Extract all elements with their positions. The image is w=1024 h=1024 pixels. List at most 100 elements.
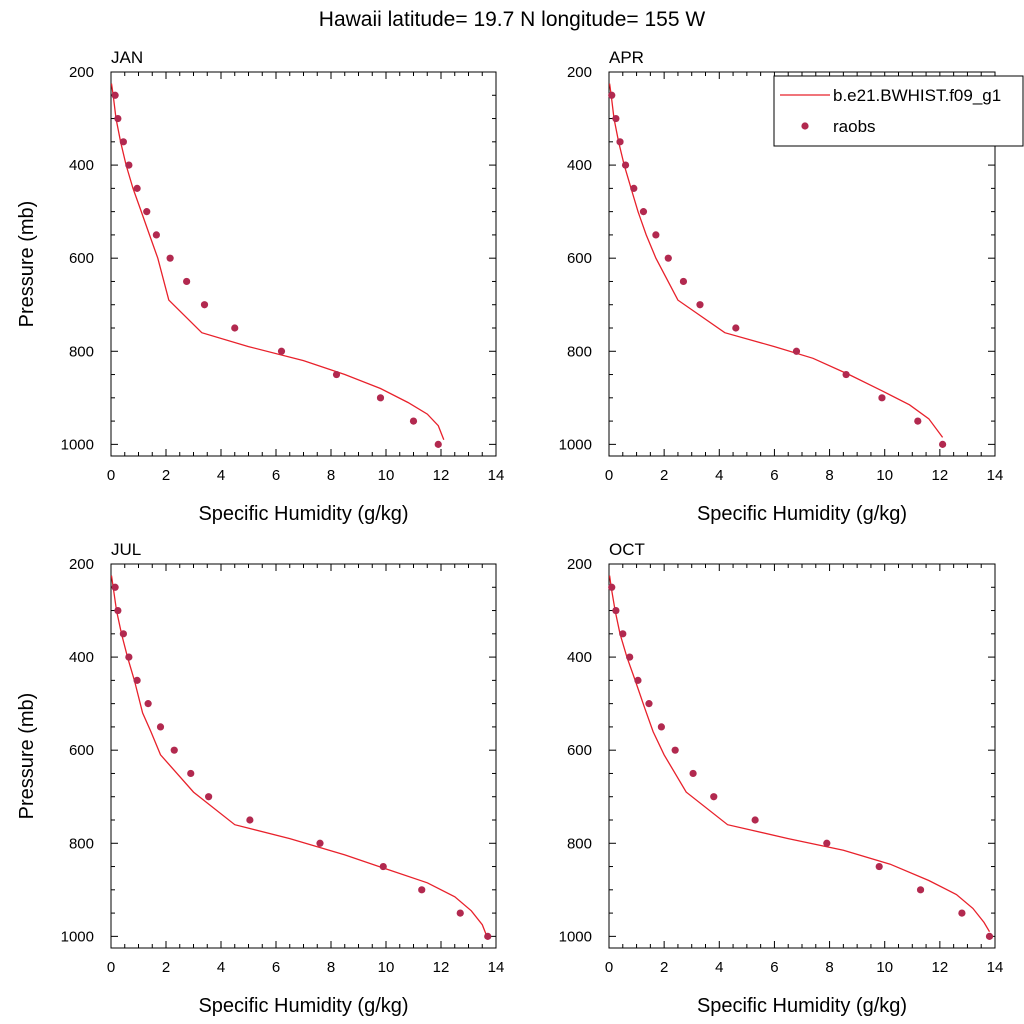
y-tick-label: 400 — [69, 157, 94, 174]
raobs-point — [152, 231, 160, 239]
raobs-point — [914, 417, 922, 425]
panel-jan: JAN 0 2 4 6 8 10 12 14 200 400 600 800 1000 Specific H… — [16, 48, 504, 525]
raobs-point — [639, 208, 648, 216]
raobs-point — [939, 440, 947, 448]
model-series-line — [110, 83, 445, 440]
x-tick-label: 8 — [327, 467, 335, 484]
raobs-point — [608, 91, 616, 99]
x-tick-label: 12 — [433, 959, 450, 976]
raobs-point — [621, 161, 630, 169]
raobs-point — [792, 347, 801, 355]
y-tick-label: 800 — [69, 835, 94, 852]
legend-model-label: b.e21.BWHIST.f09_g1 — [833, 86, 1001, 105]
x-tick-label: 8 — [327, 959, 335, 976]
y-tick-label: 600 — [567, 742, 592, 759]
y-tick-label: 600 — [567, 250, 592, 267]
raobs-point — [671, 746, 679, 754]
raobs-point — [689, 769, 697, 778]
raobs-point — [664, 254, 672, 262]
raobs-point — [119, 630, 127, 638]
y-axis-label: Pressure (mb) — [16, 693, 38, 820]
model-series-line — [608, 83, 944, 438]
raobs-point — [916, 886, 925, 894]
raobs-point — [332, 370, 341, 379]
raobs-point — [187, 769, 195, 778]
y-tick-label: 1000 — [559, 928, 592, 945]
x-tick-label: 4 — [715, 959, 723, 976]
y-tick-label: 800 — [567, 343, 592, 360]
x-tick-label: 14 — [488, 467, 505, 484]
plot-frame — [110, 71, 497, 457]
raobs-point — [111, 583, 119, 591]
raobs-point — [166, 254, 174, 262]
raobs-point — [679, 277, 688, 286]
y-tick-label: 600 — [69, 742, 94, 759]
x-tick-label: 12 — [932, 467, 949, 484]
raobs-point — [630, 184, 638, 192]
raobs-point — [634, 676, 642, 684]
x-axis-label: Specific Humidity (g/kg) — [198, 995, 408, 1017]
raobs-point — [608, 583, 616, 591]
x-tick-label: 14 — [987, 467, 1004, 484]
raobs-point — [612, 606, 620, 615]
x-tick-label: 2 — [660, 959, 668, 976]
panel-jul: JUL 0 2 4 6 8 10 12 14 200 400 600 800 1000 Specific H… — [16, 540, 504, 1017]
x-tick-label: 2 — [660, 467, 668, 484]
raobs-point — [710, 793, 718, 801]
y-tick-label: 400 — [567, 649, 592, 666]
panel-title: OCT — [609, 540, 645, 559]
raobs-point — [612, 114, 620, 123]
x-tick-label: 8 — [825, 467, 833, 484]
raobs-point — [183, 277, 191, 286]
raobs-point — [657, 723, 665, 731]
raobs-point — [875, 862, 883, 871]
panel-title: APR — [609, 48, 644, 67]
x-tick-label: 10 — [378, 959, 395, 976]
raobs-point — [842, 370, 850, 379]
model-series-line — [608, 575, 991, 933]
raobs-point — [205, 793, 213, 801]
raobs-point — [732, 324, 740, 332]
plot-frame — [110, 563, 497, 949]
raobs-point — [114, 114, 122, 123]
x-axis-label: Specific Humidity (g/kg) — [198, 503, 408, 525]
raobs-point — [133, 676, 141, 684]
raobs-point — [156, 723, 165, 731]
x-tick-label: 10 — [876, 959, 893, 976]
raobs-point — [125, 653, 133, 661]
x-tick-label: 12 — [433, 467, 450, 484]
raobs-point — [200, 301, 209, 309]
x-tick-label: 6 — [272, 467, 280, 484]
legend-box — [773, 75, 1024, 147]
y-tick-label: 200 — [69, 556, 94, 573]
raobs-point — [434, 440, 442, 448]
raobs-point — [114, 606, 122, 615]
x-tick-label: 0 — [107, 959, 115, 976]
panel-title: JAN — [111, 48, 143, 67]
raobs-point — [878, 394, 886, 402]
x-tick-label: 6 — [272, 959, 280, 976]
y-tick-label: 200 — [567, 556, 592, 573]
x-tick-label: 4 — [217, 959, 225, 976]
x-tick-label: 4 — [217, 467, 225, 484]
raobs-point — [619, 630, 627, 638]
x-tick-label: 0 — [605, 959, 613, 976]
raobs-point — [409, 417, 418, 425]
y-tick-label: 800 — [567, 835, 592, 852]
x-tick-label: 8 — [825, 959, 833, 976]
x-tick-label: 14 — [987, 959, 1004, 976]
y-tick-label: 400 — [567, 157, 592, 174]
y-tick-label: 1000 — [559, 436, 592, 453]
raobs-point — [316, 839, 324, 847]
raobs-point — [645, 700, 653, 708]
x-tick-label: 2 — [162, 959, 170, 976]
raobs-point — [958, 909, 966, 917]
y-tick-label: 600 — [69, 250, 94, 267]
raobs-point — [456, 909, 464, 917]
x-tick-label: 0 — [605, 467, 613, 484]
raobs-point — [696, 301, 704, 309]
x-tick-label: 6 — [770, 959, 778, 976]
